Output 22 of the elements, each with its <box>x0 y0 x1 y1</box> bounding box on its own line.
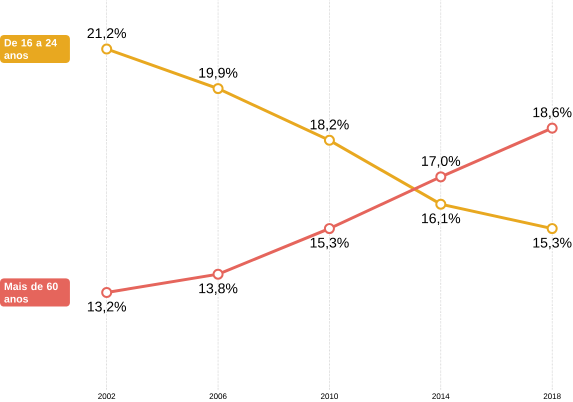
point <box>435 198 446 210</box>
point <box>101 286 112 298</box>
data-label: 16,1% <box>422 213 460 225</box>
point <box>101 43 112 54</box>
point <box>546 222 558 234</box>
point <box>324 222 335 234</box>
text: Mais de 60 anos <box>4 282 58 302</box>
data-label: 18,6% <box>533 107 572 119</box>
point <box>212 82 224 94</box>
point <box>546 122 558 134</box>
data-label: 15,3% <box>310 238 349 250</box>
point <box>212 268 224 280</box>
data-label: 19,9% <box>199 68 238 80</box>
data-label: 17,0% <box>422 156 460 168</box>
data-label: 15,3% <box>533 238 572 250</box>
data-label: 21,2% <box>88 28 126 40</box>
point <box>435 171 446 182</box>
text: De 16 a 24 anos <box>4 38 57 59</box>
data-label: 13,8% <box>199 283 238 295</box>
data-label: 18,2% <box>310 119 349 131</box>
point <box>324 134 335 146</box>
data-label: 13,2% <box>88 301 126 314</box>
